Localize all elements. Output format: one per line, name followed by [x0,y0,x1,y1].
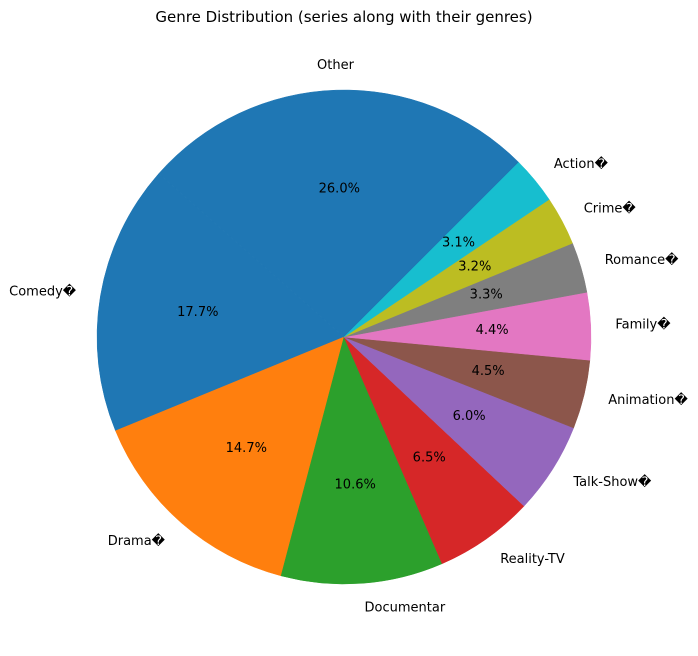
slice-label: Reality-TV [500,552,565,567]
slice-percent-label: 3.3% [470,288,503,303]
slice-percent-label: 3.2% [458,260,491,275]
slice-percent-label: 6.5% [413,451,446,466]
slice-label: Romance� [605,251,679,268]
slice-percent-label: 3.1% [442,235,475,250]
chart-title: Genre Distribution (series along with th… [155,8,532,26]
slice-label: Talk-Show� [572,473,652,490]
slice-percent-label: 26.0% [319,181,360,196]
pie-labels: Other 26.0% Comedy� 17.7% Drama� 14.7% Documen… [9,58,688,616]
slice-percent-label: 17.7% [177,305,218,320]
slice-label: Family� [615,316,671,333]
slice-percent-label: 14.7% [226,441,267,456]
pie-slice [96,173,345,432]
slice-percent-label: 4.5% [472,364,505,379]
pie-slice [115,336,345,577]
slice-label: Documentar [365,600,446,615]
slice-label: Crime� [584,200,637,217]
pie-slice [158,89,520,338]
slice-label: Other [317,58,355,73]
slice-label: Drama� [108,532,166,549]
pie-slice [343,161,550,338]
slice-label: Animation� [608,391,688,408]
slice-label: Action� [554,155,609,172]
pie-slices [96,89,592,585]
slice-percent-label: 6.0% [453,409,486,424]
pie-slice [280,336,443,585]
slice-percent-label: 4.4% [476,323,509,338]
slice-label: Comedy� [9,283,77,300]
slice-percent-label: 10.6% [335,477,376,492]
